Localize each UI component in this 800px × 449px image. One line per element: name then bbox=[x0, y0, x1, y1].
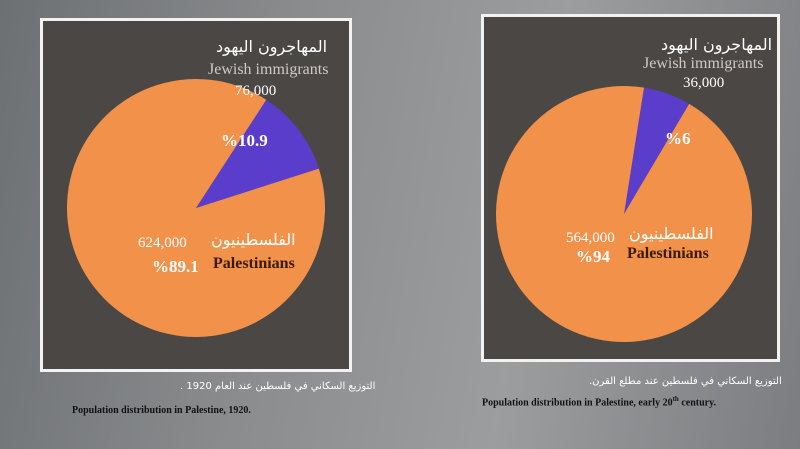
pie-chart-1920 bbox=[66, 78, 325, 337]
palestinian-label-en-1: Palestinians bbox=[213, 255, 295, 272]
pie-slice-palestinian-early bbox=[496, 86, 753, 343]
caption-en-1920: Population distribution in Palestine, 19… bbox=[72, 405, 251, 416]
jewish-label-en-1: Jewish immigrants bbox=[208, 61, 329, 78]
jewish-percent-2: %6 bbox=[665, 129, 691, 148]
jewish-label-ar-2: المهاجرون اليهود bbox=[661, 35, 773, 54]
palestinian-label-ar-1: الفلسطينيون bbox=[211, 230, 296, 249]
jewish-value-1: 76,000 bbox=[235, 83, 277, 99]
palestinian-label-ar-2: الفلسطينيون bbox=[629, 224, 714, 243]
pie-slice-palestinian-1920 bbox=[66, 78, 325, 337]
caption-en-early-century: Population distribution in Palestine, ea… bbox=[482, 395, 717, 409]
pie-chart-1920-panel: المهاجرون اليهود Jewish immigrants 76,00… bbox=[40, 18, 352, 372]
jewish-percent-1: %10.9 bbox=[221, 131, 268, 150]
caption-ar-early-century: التوزيع السكاني في فلسطين عند مطلع القرن… bbox=[589, 376, 782, 387]
jewish-label-en-2: Jewish immigrants bbox=[643, 55, 764, 72]
pie-chart-early-20th-century bbox=[496, 86, 753, 343]
palestinian-value-2: 564,000 bbox=[566, 230, 615, 246]
caption-ar-1920: التوزيع السكاني في فلسطين عند العام 1920… bbox=[180, 381, 376, 392]
palestinian-percent-1: %89.1 bbox=[152, 257, 199, 276]
pie-chart-early-20th-century-panel: المهاجرون اليهود Jewish immigrants 36,00… bbox=[481, 14, 780, 362]
palestinian-value-1: 624,000 bbox=[138, 235, 187, 251]
pie-slice-jewish-early bbox=[624, 87, 690, 214]
palestinian-label-en-2: Palestinians bbox=[627, 245, 709, 262]
jewish-label-ar-1: المهاجرون اليهود bbox=[216, 37, 328, 56]
pie-slice-jewish-1920 bbox=[196, 99, 319, 208]
palestinian-percent-2: %94 bbox=[576, 247, 610, 266]
jewish-value-2: 36,000 bbox=[683, 75, 725, 91]
